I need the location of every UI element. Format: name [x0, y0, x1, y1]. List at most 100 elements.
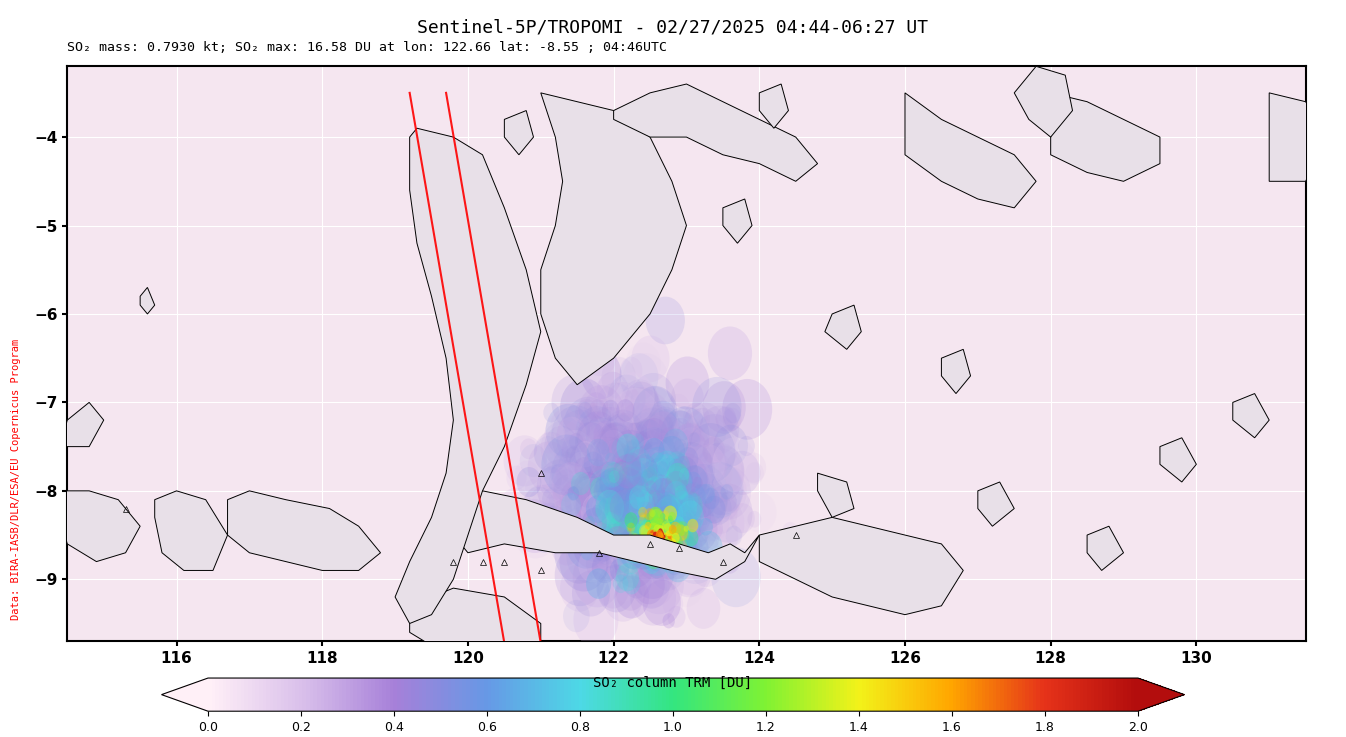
- Circle shape: [637, 489, 660, 516]
- Circle shape: [649, 450, 678, 486]
- Circle shape: [637, 501, 654, 522]
- Circle shape: [656, 551, 660, 556]
- Circle shape: [616, 503, 629, 517]
- Circle shape: [656, 515, 677, 541]
- Circle shape: [643, 556, 651, 566]
- Circle shape: [647, 523, 660, 537]
- Circle shape: [629, 422, 642, 439]
- Circle shape: [581, 350, 622, 399]
- Circle shape: [690, 414, 739, 473]
- Polygon shape: [825, 305, 861, 349]
- Circle shape: [661, 486, 701, 536]
- Polygon shape: [1051, 93, 1160, 181]
- Circle shape: [630, 536, 642, 551]
- Circle shape: [623, 475, 670, 533]
- Circle shape: [670, 507, 693, 534]
- Circle shape: [676, 547, 681, 553]
- Circle shape: [666, 357, 709, 410]
- Circle shape: [654, 497, 666, 511]
- Circle shape: [541, 467, 561, 492]
- Circle shape: [685, 458, 699, 475]
- Circle shape: [668, 544, 677, 555]
- Circle shape: [650, 534, 660, 544]
- Circle shape: [700, 449, 744, 502]
- Circle shape: [677, 521, 689, 536]
- Circle shape: [664, 453, 692, 487]
- Circle shape: [630, 510, 646, 530]
- Circle shape: [610, 511, 635, 543]
- Circle shape: [631, 487, 643, 502]
- Circle shape: [596, 447, 621, 477]
- Polygon shape: [941, 349, 970, 394]
- Circle shape: [664, 506, 677, 522]
- Circle shape: [610, 480, 641, 517]
- Circle shape: [657, 454, 674, 476]
- Circle shape: [629, 489, 656, 522]
- Circle shape: [674, 514, 688, 529]
- Circle shape: [600, 467, 635, 509]
- Circle shape: [602, 561, 618, 581]
- Circle shape: [639, 525, 650, 538]
- Circle shape: [634, 458, 656, 485]
- Circle shape: [615, 467, 642, 500]
- Circle shape: [658, 534, 666, 545]
- Circle shape: [651, 543, 664, 558]
- Circle shape: [684, 509, 713, 545]
- Circle shape: [590, 491, 626, 535]
- Circle shape: [703, 436, 725, 464]
- Polygon shape: [817, 473, 853, 517]
- Circle shape: [661, 540, 670, 551]
- Circle shape: [631, 476, 649, 497]
- Circle shape: [596, 371, 629, 411]
- Circle shape: [544, 486, 586, 536]
- Circle shape: [608, 481, 622, 499]
- Circle shape: [649, 537, 654, 543]
- Circle shape: [635, 541, 647, 556]
- Circle shape: [645, 533, 662, 554]
- Circle shape: [690, 547, 723, 587]
- Circle shape: [621, 461, 657, 505]
- Circle shape: [649, 523, 656, 530]
- Circle shape: [600, 526, 614, 542]
- Circle shape: [586, 568, 611, 599]
- Circle shape: [645, 479, 660, 497]
- Circle shape: [646, 541, 654, 551]
- Circle shape: [559, 448, 588, 483]
- Circle shape: [686, 493, 699, 508]
- Circle shape: [630, 480, 673, 533]
- Circle shape: [603, 483, 641, 528]
- Circle shape: [604, 526, 630, 557]
- Circle shape: [642, 397, 654, 413]
- Circle shape: [557, 467, 573, 487]
- Circle shape: [641, 514, 657, 533]
- Circle shape: [639, 514, 657, 534]
- Circle shape: [623, 471, 656, 510]
- Circle shape: [649, 528, 654, 534]
- Circle shape: [658, 542, 682, 573]
- Circle shape: [684, 440, 708, 469]
- Circle shape: [661, 537, 665, 541]
- Circle shape: [668, 536, 673, 542]
- Circle shape: [674, 533, 681, 541]
- Circle shape: [622, 453, 641, 476]
- Circle shape: [645, 464, 664, 488]
- Circle shape: [724, 403, 742, 424]
- Circle shape: [555, 430, 595, 479]
- Circle shape: [612, 413, 634, 439]
- Circle shape: [583, 503, 623, 552]
- Polygon shape: [723, 199, 752, 243]
- Circle shape: [649, 476, 661, 491]
- Circle shape: [677, 418, 713, 463]
- Circle shape: [615, 515, 660, 570]
- Circle shape: [742, 453, 766, 483]
- Circle shape: [673, 475, 688, 492]
- Circle shape: [660, 532, 664, 537]
- Circle shape: [592, 453, 623, 492]
- Circle shape: [660, 534, 666, 541]
- Circle shape: [611, 503, 639, 537]
- Circle shape: [639, 428, 674, 472]
- Circle shape: [627, 517, 664, 560]
- Circle shape: [606, 501, 623, 523]
- Circle shape: [575, 422, 607, 461]
- Circle shape: [634, 524, 643, 535]
